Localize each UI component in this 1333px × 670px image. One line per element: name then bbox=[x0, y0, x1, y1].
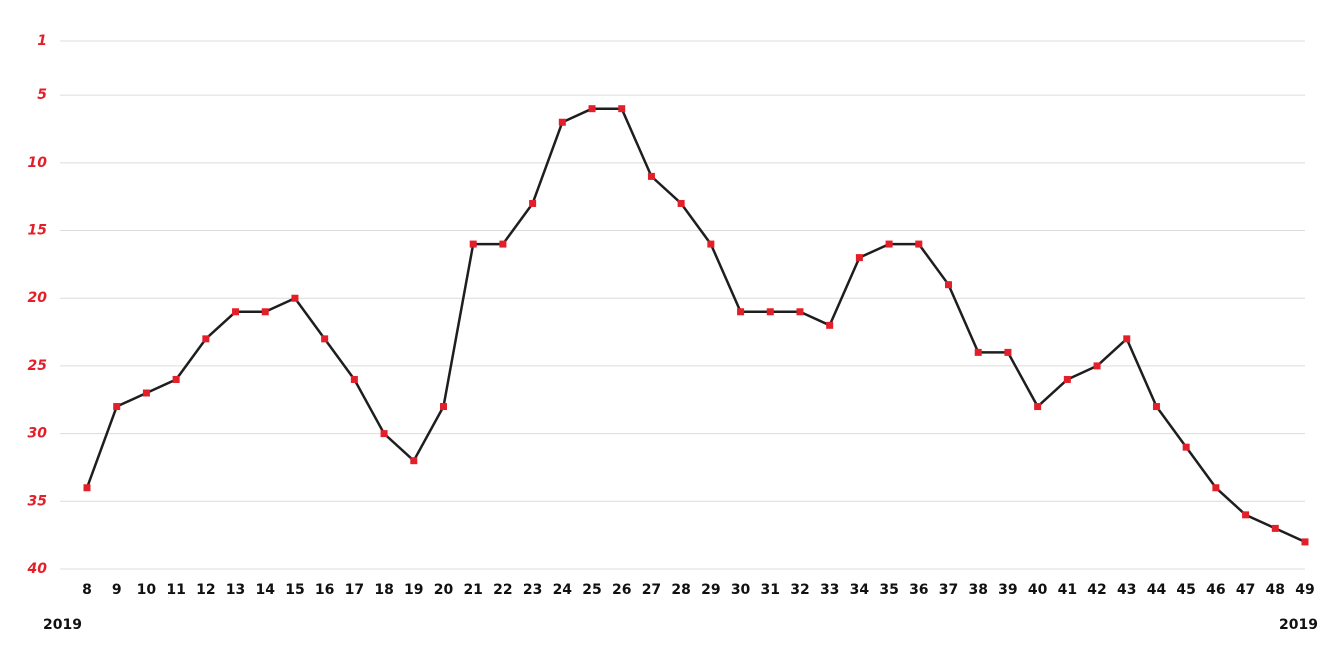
x-tick-label: 33 bbox=[820, 582, 839, 598]
x-tick-label: 30 bbox=[731, 582, 751, 598]
y-tick-label: 20 bbox=[28, 290, 48, 306]
x-tick-label: 48 bbox=[1266, 582, 1285, 598]
x-tick-label: 31 bbox=[761, 582, 780, 598]
x-tick-label: 15 bbox=[285, 582, 304, 598]
point-marker bbox=[172, 375, 180, 383]
x-tick-label: 35 bbox=[879, 582, 898, 598]
x-tick-label: 20 bbox=[434, 582, 454, 598]
x-tick-label: 17 bbox=[345, 582, 364, 598]
x-tick-label: 37 bbox=[939, 582, 958, 598]
y-tick-label: 35 bbox=[28, 493, 48, 509]
point-marker bbox=[1212, 484, 1220, 492]
y-tick-label: 5 bbox=[37, 87, 47, 103]
x-tick-label: 11 bbox=[166, 582, 185, 598]
point-marker bbox=[796, 308, 804, 316]
point-marker bbox=[232, 308, 240, 316]
point-marker bbox=[321, 335, 329, 343]
point-marker bbox=[885, 240, 893, 248]
x-tick-label: 12 bbox=[196, 582, 215, 598]
x-tick-label: 28 bbox=[671, 582, 690, 598]
point-marker bbox=[677, 199, 685, 207]
point-marker bbox=[1271, 524, 1279, 532]
y-tick-label: 25 bbox=[28, 358, 48, 374]
x-tick-label: 42 bbox=[1087, 582, 1106, 598]
point-marker bbox=[1063, 375, 1071, 383]
x-tick-label: 23 bbox=[523, 582, 542, 598]
x-tick-label: 36 bbox=[909, 582, 928, 598]
x-tick-label: 34 bbox=[850, 582, 870, 598]
x-tick-label: 21 bbox=[463, 582, 482, 598]
x-tick-label: 19 bbox=[404, 582, 423, 598]
point-marker bbox=[1093, 362, 1101, 370]
x-tick-label: 27 bbox=[642, 582, 661, 598]
point-marker bbox=[113, 403, 121, 411]
point-marker bbox=[855, 254, 863, 262]
point-marker bbox=[1152, 403, 1160, 411]
point-marker bbox=[618, 105, 626, 113]
x-tick-label: 29 bbox=[701, 582, 720, 598]
x-tick-label: 44 bbox=[1147, 582, 1167, 598]
point-marker bbox=[588, 105, 596, 113]
point-marker bbox=[439, 403, 447, 411]
x-tick-label: 10 bbox=[137, 582, 157, 598]
point-marker bbox=[1301, 538, 1309, 546]
point-marker bbox=[1242, 511, 1250, 519]
x-tick-label: 43 bbox=[1117, 582, 1136, 598]
x-tick-label: 40 bbox=[1028, 582, 1048, 598]
x-tick-label: 13 bbox=[226, 582, 245, 598]
point-marker bbox=[1034, 403, 1042, 411]
x-tick-label: 16 bbox=[315, 582, 334, 598]
point-marker bbox=[1182, 443, 1190, 451]
point-marker bbox=[558, 118, 566, 126]
point-marker bbox=[142, 389, 150, 397]
point-marker bbox=[766, 308, 774, 316]
x-tick-label: 8 bbox=[82, 582, 92, 598]
point-marker bbox=[529, 199, 537, 207]
x-tick-label: 14 bbox=[256, 582, 276, 598]
x-tick-label: 46 bbox=[1206, 582, 1225, 598]
point-marker bbox=[737, 308, 745, 316]
x-tick-label: 18 bbox=[374, 582, 393, 598]
y-tick-label: 40 bbox=[27, 561, 48, 577]
point-marker bbox=[915, 240, 923, 248]
year-label-start: 2019 bbox=[43, 617, 82, 633]
point-marker bbox=[83, 484, 91, 492]
x-tick-label: 25 bbox=[582, 582, 601, 598]
point-marker bbox=[1004, 348, 1012, 356]
series-line bbox=[85, 107, 1306, 544]
point-marker bbox=[974, 348, 982, 356]
x-tick-label: 38 bbox=[968, 582, 987, 598]
point-marker bbox=[350, 375, 358, 383]
point-marker bbox=[945, 281, 953, 289]
point-marker bbox=[261, 308, 269, 316]
x-tick-label: 26 bbox=[612, 582, 631, 598]
point-marker bbox=[469, 240, 477, 248]
x-tick-label: 24 bbox=[553, 582, 573, 598]
x-tick-label: 47 bbox=[1236, 582, 1255, 598]
point-marker bbox=[499, 240, 507, 248]
y-tick-label: 10 bbox=[28, 155, 48, 171]
x-tick-label: 9 bbox=[112, 582, 122, 598]
point-marker bbox=[410, 457, 418, 465]
point-marker bbox=[647, 172, 655, 180]
y-tick-label: 1 bbox=[37, 33, 47, 49]
x-tick-label: 32 bbox=[790, 582, 809, 598]
x-tick-label: 22 bbox=[493, 582, 512, 598]
y-tick-label: 30 bbox=[28, 426, 48, 442]
point-marker bbox=[291, 294, 299, 302]
y-tick-label: 15 bbox=[28, 223, 48, 239]
point-marker bbox=[826, 321, 834, 329]
point-marker bbox=[707, 240, 715, 248]
year-label-end: 2019 bbox=[1279, 617, 1318, 633]
x-tick-label: 45 bbox=[1176, 582, 1195, 598]
point-marker bbox=[202, 335, 210, 343]
x-tick-label: 39 bbox=[998, 582, 1017, 598]
point-marker bbox=[380, 430, 388, 438]
x-tick-label: 49 bbox=[1295, 582, 1314, 598]
x-tick-label: 41 bbox=[1058, 582, 1077, 598]
point-marker bbox=[1123, 335, 1131, 343]
